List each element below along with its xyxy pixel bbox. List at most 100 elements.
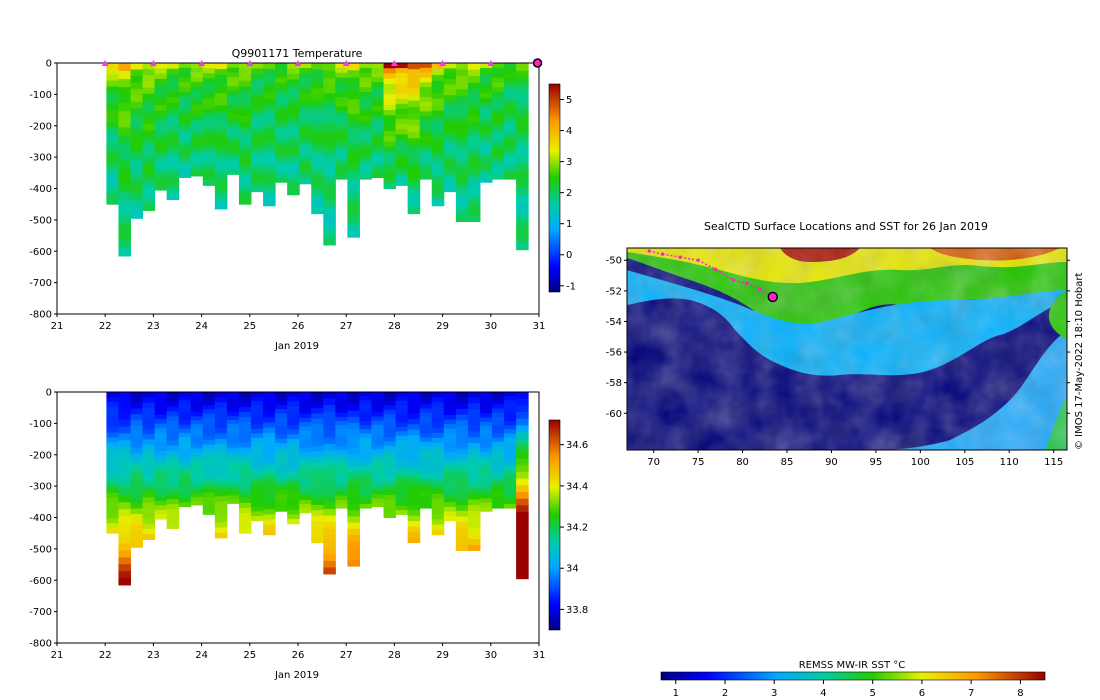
temperature-cell bbox=[407, 157, 421, 164]
temperature-cell bbox=[407, 69, 421, 77]
temperature-profile bbox=[359, 63, 373, 180]
temperature-cell bbox=[142, 124, 156, 132]
temperature-cell bbox=[492, 116, 505, 122]
temperature-cell bbox=[347, 99, 360, 108]
salinity-cell bbox=[299, 508, 312, 514]
temperature-cell bbox=[299, 108, 312, 114]
temperature-cell bbox=[407, 169, 421, 177]
temperature-cell bbox=[142, 112, 156, 119]
salinity-cell bbox=[431, 529, 445, 536]
temperature-cell bbox=[166, 148, 180, 155]
salinity-cell bbox=[492, 495, 505, 501]
temperature-cell bbox=[251, 100, 264, 107]
temperature-cell bbox=[359, 77, 373, 83]
salinity-cell bbox=[299, 495, 312, 501]
temperature-cell bbox=[479, 122, 493, 129]
salinity-cell bbox=[407, 478, 421, 484]
salinity-cell bbox=[359, 474, 373, 480]
temperature-cell bbox=[359, 87, 373, 93]
salinity-cell bbox=[479, 426, 493, 431]
temperature-cell bbox=[214, 81, 228, 88]
salinity-cell bbox=[479, 447, 493, 453]
temperature-cell bbox=[371, 110, 385, 116]
salinity-cell bbox=[263, 463, 276, 469]
salinity-cell bbox=[479, 489, 493, 495]
temperature-cell bbox=[311, 150, 324, 158]
x-tick-label: 105 bbox=[955, 457, 974, 468]
temperature-cell bbox=[154, 105, 168, 112]
salinity-cell bbox=[166, 416, 180, 422]
x-tick-label: 31 bbox=[533, 650, 546, 661]
salinity-cell bbox=[238, 528, 252, 534]
salinity-cell bbox=[504, 458, 517, 463]
y-tick-label: -54 bbox=[606, 317, 622, 328]
temperature-cell bbox=[190, 166, 204, 172]
temperature-cell bbox=[504, 121, 517, 127]
temperature-cell bbox=[190, 63, 204, 69]
salinity-cell bbox=[371, 461, 385, 467]
salinity-cell bbox=[299, 448, 312, 453]
salinity-cell bbox=[190, 444, 204, 449]
salinity-cell bbox=[106, 492, 119, 499]
salinity-cell bbox=[407, 397, 421, 404]
salinity-cell bbox=[359, 483, 373, 488]
temperature-cell bbox=[371, 167, 385, 174]
salinity-cell bbox=[516, 398, 529, 406]
temperature-cell bbox=[130, 205, 144, 213]
salinity-cell bbox=[516, 538, 529, 546]
salinity-cell bbox=[142, 455, 156, 461]
salinity-cell bbox=[455, 471, 469, 478]
salinity-cell bbox=[492, 421, 505, 426]
salinity-cell bbox=[311, 467, 324, 474]
temperature-cell bbox=[287, 183, 300, 190]
salinity-cell bbox=[407, 515, 421, 522]
x-tick-label: 25 bbox=[243, 321, 256, 332]
salinity-cell bbox=[383, 481, 397, 487]
temperature-cell bbox=[323, 93, 336, 102]
temperature-cell bbox=[371, 77, 385, 83]
temperature-cell bbox=[130, 160, 144, 168]
salinity-cell bbox=[118, 564, 132, 572]
salinity-cell bbox=[263, 392, 276, 398]
temperature-cell bbox=[492, 154, 505, 161]
temperature-cell bbox=[190, 77, 204, 83]
y-tick-label: -60 bbox=[606, 409, 622, 420]
temperature-cell bbox=[202, 103, 216, 110]
salinity-cell bbox=[263, 422, 276, 429]
temperature-cell bbox=[251, 148, 264, 155]
salinity-cell bbox=[154, 469, 168, 475]
x-tick-label: 23 bbox=[147, 650, 160, 661]
temperature-cell bbox=[251, 73, 264, 80]
salinity-cell bbox=[407, 408, 421, 415]
salinity-cell bbox=[142, 449, 156, 456]
temperature-cell bbox=[287, 123, 300, 130]
salinity-cell bbox=[359, 437, 373, 443]
salinity-cell bbox=[383, 504, 397, 510]
salinity-cell bbox=[287, 415, 300, 421]
temperature-cell bbox=[214, 105, 228, 113]
salinity-cell bbox=[407, 537, 421, 544]
temperature-cell bbox=[359, 125, 373, 132]
track-segment bbox=[697, 259, 717, 271]
temperature-cell bbox=[431, 110, 445, 118]
salinity-cell bbox=[154, 419, 168, 425]
temperature-cell bbox=[287, 90, 300, 97]
salinity-cell bbox=[492, 441, 505, 447]
salinity-cell bbox=[431, 473, 445, 480]
salinity-cell bbox=[299, 499, 312, 505]
temperature-cell bbox=[431, 187, 445, 195]
temperature-cell bbox=[287, 95, 300, 102]
temperature-cell bbox=[238, 157, 252, 164]
temperature-profile bbox=[492, 63, 505, 180]
salinity-cell bbox=[106, 417, 119, 423]
temperature-cell bbox=[443, 148, 457, 155]
y-tick-label: -58 bbox=[606, 378, 622, 389]
salinity-cell bbox=[275, 455, 288, 461]
track-segment bbox=[746, 282, 761, 290]
salinity-cell bbox=[263, 499, 276, 505]
temperature-cell bbox=[492, 67, 505, 74]
salinity-cell bbox=[166, 411, 180, 417]
temperature-cell bbox=[323, 138, 336, 147]
salinity-cell bbox=[202, 400, 216, 406]
temperature-cell bbox=[395, 119, 409, 125]
